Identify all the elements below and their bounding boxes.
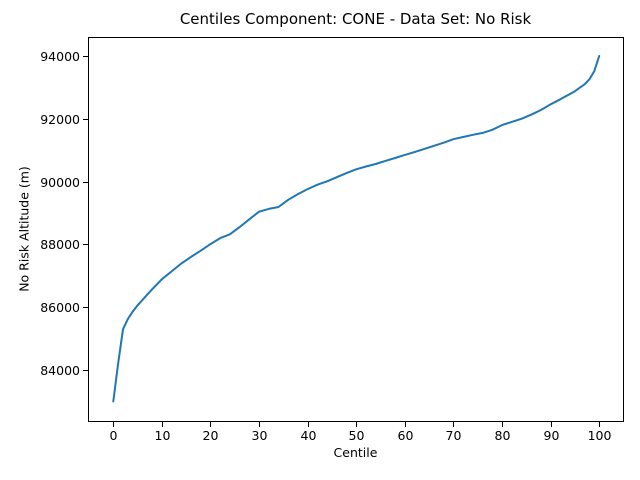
x-tick-label: 20	[203, 428, 219, 443]
y-tick-label: 92000	[40, 112, 80, 127]
x-tick-label: 90	[544, 428, 560, 443]
y-axis-label: No Risk Altitude (m)	[16, 166, 32, 292]
axes-frame	[88, 37, 624, 422]
chart-title: Centiles Component: CONE - Data Set: No …	[179, 10, 532, 28]
x-tick-label: 10	[155, 428, 171, 443]
x-tick-label: 60	[398, 428, 414, 443]
y-tick-label: 94000	[40, 49, 80, 64]
x-tick-label: 30	[252, 428, 268, 443]
y-tick-label: 86000	[40, 300, 80, 315]
x-tick-label: 80	[495, 428, 511, 443]
y-tick-label: 90000	[40, 175, 80, 190]
x-tick-label: 100	[588, 428, 612, 443]
x-tick-label: 0	[110, 428, 118, 443]
data-line	[112, 55, 601, 403]
x-tick-label: 40	[301, 428, 317, 443]
x-tick-label: 70	[446, 428, 462, 443]
x-tick-label: 50	[349, 428, 365, 443]
x-axis-label: Centile	[333, 445, 378, 460]
y-tick-label: 84000	[40, 363, 80, 378]
y-tick-label: 88000	[40, 237, 80, 252]
